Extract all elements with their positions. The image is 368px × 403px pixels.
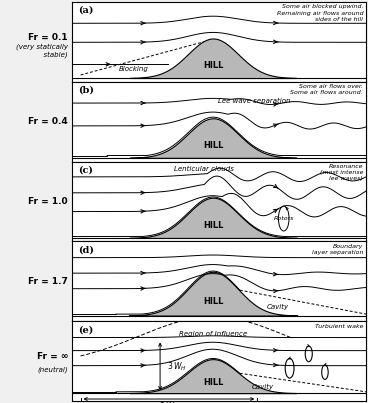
Text: HILL: HILL — [203, 141, 223, 150]
Text: Fr = ∞: Fr = ∞ — [37, 352, 68, 361]
Text: (very statically
  stable): (very statically stable) — [16, 44, 68, 58]
Text: Lee wave separation: Lee wave separation — [218, 98, 291, 104]
Text: $3\,W_H$: $3\,W_H$ — [167, 360, 187, 372]
Text: (neutral): (neutral) — [38, 367, 68, 373]
Text: HILL: HILL — [203, 220, 223, 230]
Text: Some air flows over.
Some air flows around.: Some air flows over. Some air flows arou… — [290, 84, 363, 96]
Text: HILL: HILL — [203, 61, 223, 70]
Text: Turbulent wake: Turbulent wake — [315, 324, 363, 328]
Text: Blocking: Blocking — [119, 66, 149, 72]
Text: Some air blocked upwind.
Remaining air flows around
sides of the hill: Some air blocked upwind. Remaining air f… — [277, 4, 363, 22]
Text: $3\,W_H$: $3\,W_H$ — [159, 400, 179, 403]
Text: (b): (b) — [78, 86, 93, 95]
Text: Boundary
layer separation: Boundary layer separation — [312, 244, 363, 255]
Text: HILL: HILL — [203, 297, 223, 306]
Text: Cavity: Cavity — [267, 304, 289, 310]
Text: Region of Influence: Region of Influence — [179, 330, 247, 337]
Text: (c): (c) — [78, 166, 92, 174]
Text: Lenticular clouds: Lenticular clouds — [174, 166, 234, 172]
Text: Rotors: Rotors — [273, 216, 294, 221]
Text: HILL: HILL — [203, 378, 223, 387]
Text: Fr = 0.4: Fr = 0.4 — [28, 117, 68, 126]
Text: Fr = 0.1: Fr = 0.1 — [28, 33, 68, 42]
Text: Fr = 1.7: Fr = 1.7 — [28, 277, 68, 286]
Text: (a): (a) — [78, 6, 93, 15]
Text: Cavity: Cavity — [252, 384, 274, 390]
Text: Resonance
(most intense
lee waves): Resonance (most intense lee waves) — [320, 164, 363, 181]
Text: (d): (d) — [78, 245, 93, 254]
Text: (e): (e) — [78, 325, 93, 334]
Text: Fr = 1.0: Fr = 1.0 — [28, 197, 68, 206]
